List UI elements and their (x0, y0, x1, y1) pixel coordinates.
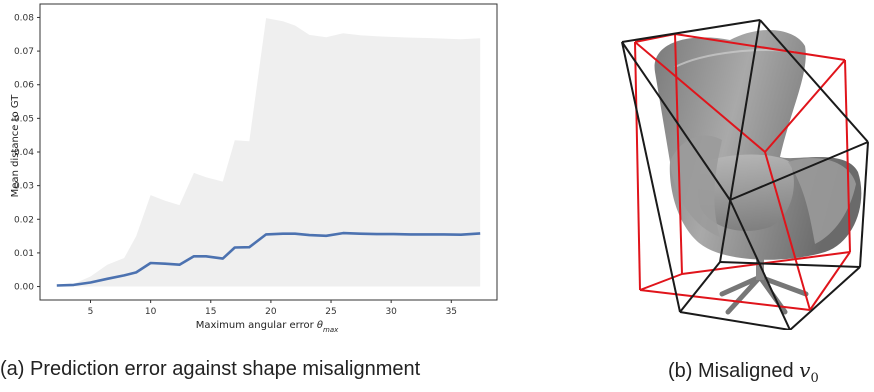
axes: 5 10 15 20 25 30 35 0.00 0.01 0.02 0.03 0.04 0.05 0.0… (14, 3, 498, 317)
black-bounding-box (621, 19, 869, 330)
box-edge (789, 266, 861, 330)
x-tick-label: 30 (385, 307, 397, 317)
x-tick-label: 20 (265, 307, 277, 317)
y-tick-label: 0.00 (14, 283, 34, 293)
caption-left: (a) Prediction error against shape misal… (0, 358, 421, 380)
box-edge (634, 41, 766, 153)
box-edge (674, 33, 683, 275)
box-edge (719, 261, 861, 268)
box-edge (621, 41, 731, 201)
caption-right: (b) Misaligned v0 (668, 358, 819, 386)
y-tick-label: 0.01 (14, 249, 34, 259)
box-edge (764, 59, 846, 153)
series-0-line (56, 231, 481, 287)
box-edge (679, 261, 721, 313)
x-tick-label: 5 (88, 307, 94, 317)
plot-area (56, 18, 481, 287)
box-edge (634, 41, 641, 291)
chart: 5 10 15 20 25 30 35 0.00 0.01 0.02 0.03 0.04 0.05 0.0… (10, 3, 498, 334)
box-edge (639, 289, 811, 311)
box-edge (639, 273, 683, 291)
box-edge (844, 59, 851, 253)
y-tick-label: 0.03 (14, 182, 34, 192)
series-0-error-band (56, 18, 481, 287)
box-edge (859, 141, 869, 268)
box-edge (719, 19, 761, 263)
x-tick-label: 10 (145, 307, 157, 317)
box-edge (621, 41, 681, 313)
x-tick-label: 15 (205, 307, 216, 317)
y-tick-label: 0.08 (14, 13, 34, 23)
y-tick-label: 0.04 (14, 148, 34, 158)
y-tick-label: 0.07 (14, 47, 34, 57)
box-edge (621, 19, 761, 43)
box-edge (729, 199, 791, 330)
misaligned-chair-figure (621, 19, 869, 330)
box-edge (679, 311, 791, 330)
y-tick-label: 0.05 (14, 114, 34, 124)
box-edge (759, 19, 869, 143)
box-edge (674, 33, 846, 61)
x-tick-label: 35 (446, 307, 457, 317)
box-edge (764, 151, 811, 311)
y-tick-label: 0.02 (14, 215, 34, 225)
y-axis-label: Mean distance to GT (10, 94, 21, 198)
y-tick-label: 0.06 (14, 81, 34, 91)
box-edge (809, 251, 851, 311)
chair-model (654, 29, 862, 315)
box-edge (729, 141, 869, 201)
bounding-boxes (621, 19, 869, 330)
x-tick-label: 25 (325, 307, 336, 317)
x-axis-label: Maximum angular error θmax (196, 320, 339, 334)
